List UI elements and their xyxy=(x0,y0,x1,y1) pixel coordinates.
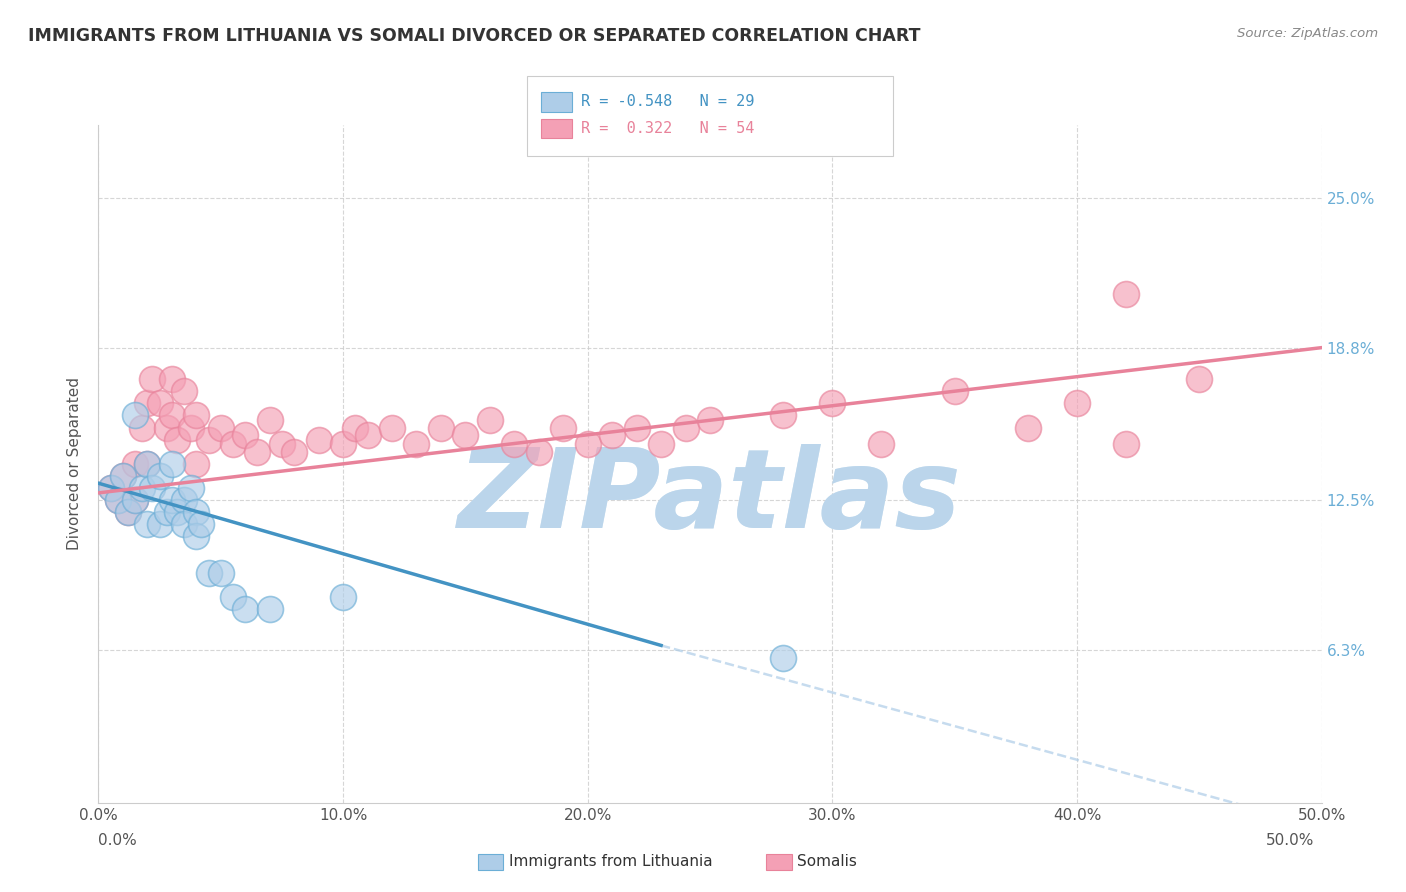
Text: 0.0%: 0.0% xyxy=(98,833,138,847)
Point xyxy=(270,437,294,451)
Point xyxy=(197,433,219,447)
Point xyxy=(186,409,208,423)
Point xyxy=(100,481,122,495)
Point xyxy=(149,517,172,532)
Point xyxy=(209,566,232,580)
Point xyxy=(478,413,501,427)
Point xyxy=(283,444,305,458)
Point xyxy=(173,517,195,532)
Point xyxy=(141,481,163,495)
Text: Immigrants from Lithuania: Immigrants from Lithuania xyxy=(509,855,713,869)
Point xyxy=(197,566,219,580)
Point xyxy=(699,413,721,427)
Point xyxy=(222,437,245,451)
Point xyxy=(1188,372,1211,386)
Point xyxy=(149,469,172,483)
Text: 50.0%: 50.0% xyxy=(1267,833,1315,847)
Point xyxy=(1115,437,1137,451)
Point xyxy=(772,409,794,423)
Point xyxy=(173,493,195,508)
Point xyxy=(344,420,367,434)
Point xyxy=(124,493,146,508)
Point xyxy=(149,396,172,410)
Point xyxy=(136,517,159,532)
Point xyxy=(136,457,159,471)
Point xyxy=(553,420,575,434)
Text: R = -0.548   N = 29: R = -0.548 N = 29 xyxy=(581,95,754,109)
Point xyxy=(111,469,134,483)
Text: R =  0.322   N = 54: R = 0.322 N = 54 xyxy=(581,121,754,136)
Text: IMMIGRANTS FROM LITHUANIA VS SOMALI DIVORCED OR SEPARATED CORRELATION CHART: IMMIGRANTS FROM LITHUANIA VS SOMALI DIVO… xyxy=(28,27,921,45)
Point xyxy=(156,505,179,519)
Text: ZIPatlas: ZIPatlas xyxy=(458,444,962,551)
Point xyxy=(626,420,648,434)
Point xyxy=(405,437,427,451)
Point xyxy=(124,493,146,508)
Point xyxy=(141,372,163,386)
Point xyxy=(160,457,183,471)
Point xyxy=(131,481,153,495)
Point xyxy=(332,590,354,604)
Point xyxy=(107,493,129,508)
Point xyxy=(233,427,256,442)
Point xyxy=(173,384,195,399)
Text: Source: ZipAtlas.com: Source: ZipAtlas.com xyxy=(1237,27,1378,40)
Point xyxy=(156,420,179,434)
Point xyxy=(246,444,269,458)
Point xyxy=(117,505,139,519)
Point xyxy=(190,517,212,532)
Point xyxy=(131,420,153,434)
Point xyxy=(136,396,159,410)
Point xyxy=(166,505,188,519)
Point xyxy=(576,437,599,451)
Point xyxy=(124,457,146,471)
Text: ZIPatlas: ZIPatlas xyxy=(458,444,962,551)
Point xyxy=(454,427,477,442)
Text: Somalis: Somalis xyxy=(797,855,858,869)
Point xyxy=(600,427,623,442)
Point xyxy=(259,413,281,427)
Point xyxy=(107,493,129,508)
Point xyxy=(166,433,188,447)
Point xyxy=(259,602,281,616)
Point xyxy=(186,457,208,471)
Point xyxy=(222,590,245,604)
Point xyxy=(675,420,697,434)
Point xyxy=(117,505,139,519)
Point xyxy=(180,481,202,495)
Point xyxy=(160,372,183,386)
Point xyxy=(356,427,378,442)
Point xyxy=(100,481,122,495)
Point xyxy=(180,420,202,434)
Point xyxy=(124,409,146,423)
Point xyxy=(160,493,183,508)
Point xyxy=(1115,287,1137,301)
Point xyxy=(772,650,794,665)
Point xyxy=(1017,420,1039,434)
Point xyxy=(332,437,354,451)
Point xyxy=(503,437,526,451)
Point xyxy=(136,457,159,471)
Point xyxy=(943,384,966,399)
Point xyxy=(308,433,330,447)
Point xyxy=(650,437,672,451)
Point xyxy=(233,602,256,616)
Point xyxy=(381,420,404,434)
Point xyxy=(1066,396,1088,410)
Point xyxy=(186,529,208,543)
Point xyxy=(160,409,183,423)
Point xyxy=(527,444,550,458)
Point xyxy=(209,420,232,434)
Point xyxy=(821,396,844,410)
Point xyxy=(111,469,134,483)
Point xyxy=(430,420,453,434)
Point xyxy=(870,437,893,451)
Point xyxy=(186,505,208,519)
Y-axis label: Divorced or Separated: Divorced or Separated xyxy=(67,377,83,550)
